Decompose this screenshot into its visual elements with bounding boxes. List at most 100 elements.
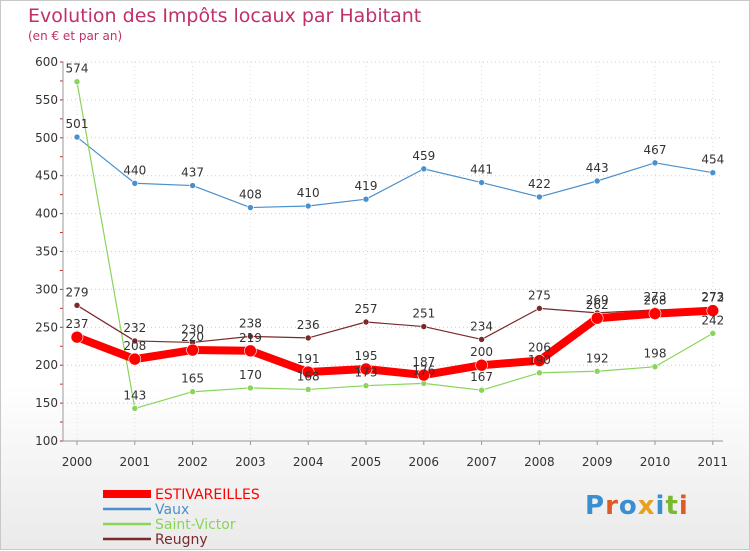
legend-label: ESTIVAREILLES: [155, 487, 260, 503]
data-point: [706, 304, 720, 317]
data-label: 236: [297, 318, 320, 332]
data-point: [593, 367, 601, 375]
y-tick-label: 200: [35, 358, 58, 372]
data-label: 440: [123, 163, 146, 177]
data-label: 272: [701, 291, 724, 305]
data-point: [247, 384, 254, 392]
data-point: [189, 388, 196, 396]
data-label: 173: [355, 366, 378, 380]
data-label: 190: [528, 353, 551, 367]
data-label: 192: [586, 351, 609, 365]
data-point: [478, 386, 485, 394]
x-tick-label: 2004: [293, 455, 324, 469]
y-tick-label: 600: [35, 55, 58, 69]
series-line-vaux: [76, 136, 713, 209]
data-label: 168: [297, 369, 320, 383]
data-point: [709, 169, 717, 176]
data-label: 501: [66, 117, 89, 131]
data-point: [420, 165, 428, 173]
x-tick-label: 2002: [177, 455, 208, 469]
x-tick-label: 2005: [351, 455, 382, 469]
data-point: [247, 204, 254, 211]
data-label: 187: [412, 355, 435, 369]
data-point: [131, 179, 139, 187]
data-label: 143: [123, 388, 146, 402]
y-tick-label: 400: [35, 207, 58, 221]
x-tick-label: 2001: [120, 455, 151, 469]
data-point: [536, 305, 543, 312]
y-tick-label: 450: [35, 169, 58, 183]
chart-subtitle: (en € et par an): [28, 29, 123, 43]
logo-letter: r: [605, 491, 619, 521]
y-tick-label: 250: [35, 320, 58, 334]
data-label: 437: [181, 166, 204, 180]
logo-letter: i: [678, 491, 689, 521]
y-tick-label: 150: [35, 396, 58, 410]
data-point: [247, 333, 254, 340]
data-point: [651, 363, 659, 371]
y-tick-label: 550: [35, 93, 58, 107]
y-tick-label: 300: [35, 282, 58, 296]
data-point: [478, 179, 485, 186]
data-point: [189, 182, 196, 189]
data-label: 220: [181, 330, 204, 344]
chart-title: Evolution des Impôts locaux par Habitant: [28, 5, 422, 27]
series-line-saint-victor: [76, 81, 714, 410]
data-label: 275: [528, 288, 551, 302]
logo-letter: o: [618, 491, 638, 521]
data-point: [73, 302, 81, 309]
logo-letter: t: [665, 491, 679, 521]
x-tick-label: 2003: [235, 455, 266, 469]
data-label: 198: [644, 347, 667, 361]
data-label: 232: [123, 321, 146, 335]
data-point: [73, 78, 81, 86]
data-point: [301, 365, 315, 379]
data-label: 234: [470, 319, 493, 333]
data-point: [131, 405, 139, 412]
data-label: 176: [412, 363, 435, 377]
data-point: [709, 330, 717, 337]
data-labels: 237 208 220 219 191 195 187 200 206 262 268 272 501 4…: [66, 62, 725, 403]
data-point: [186, 343, 199, 357]
data-point: [304, 386, 312, 393]
data-label: 167: [470, 370, 493, 384]
x-tick-label: 2010: [640, 455, 671, 469]
data-point: [417, 368, 431, 382]
x-tick-label: 2011: [698, 455, 729, 469]
data-label: 238: [239, 316, 262, 330]
data-point: [70, 330, 84, 344]
data-label: 410: [297, 186, 320, 200]
data-point: [651, 159, 659, 167]
data-point: [131, 337, 139, 345]
data-label: 279: [66, 285, 89, 299]
data-point: [304, 202, 312, 210]
data-label: 230: [181, 322, 204, 336]
data-label: 206: [528, 341, 551, 355]
data-point: [362, 382, 370, 389]
data-point: [478, 336, 485, 343]
data-label: 268: [644, 294, 667, 308]
data-point: [420, 323, 428, 330]
y-tick-label: 100: [35, 434, 58, 448]
data-label: 170: [239, 368, 262, 382]
data-label: 237: [66, 317, 89, 331]
axes: 100 150 200 250 300 350 400 450 500 550 600 2000 200…: [35, 55, 728, 469]
x-tick-label: 2007: [466, 455, 497, 469]
data-label: 459: [412, 149, 435, 163]
data-label: 273: [701, 290, 724, 304]
data-label: 443: [586, 161, 609, 175]
data-label: 454: [701, 153, 724, 167]
data-label: 422: [528, 177, 551, 191]
data-label: 219: [239, 331, 262, 345]
data-point: [590, 311, 604, 325]
data-label: 165: [181, 372, 204, 386]
data-point: [593, 177, 601, 185]
data-label: 242: [701, 313, 724, 327]
logo-letter: i: [655, 491, 666, 521]
data-point: [362, 318, 370, 326]
legend-label: Saint-Victor: [155, 517, 236, 533]
series-line-estivareilles: [75, 306, 714, 380]
data-label: 208: [123, 339, 146, 353]
